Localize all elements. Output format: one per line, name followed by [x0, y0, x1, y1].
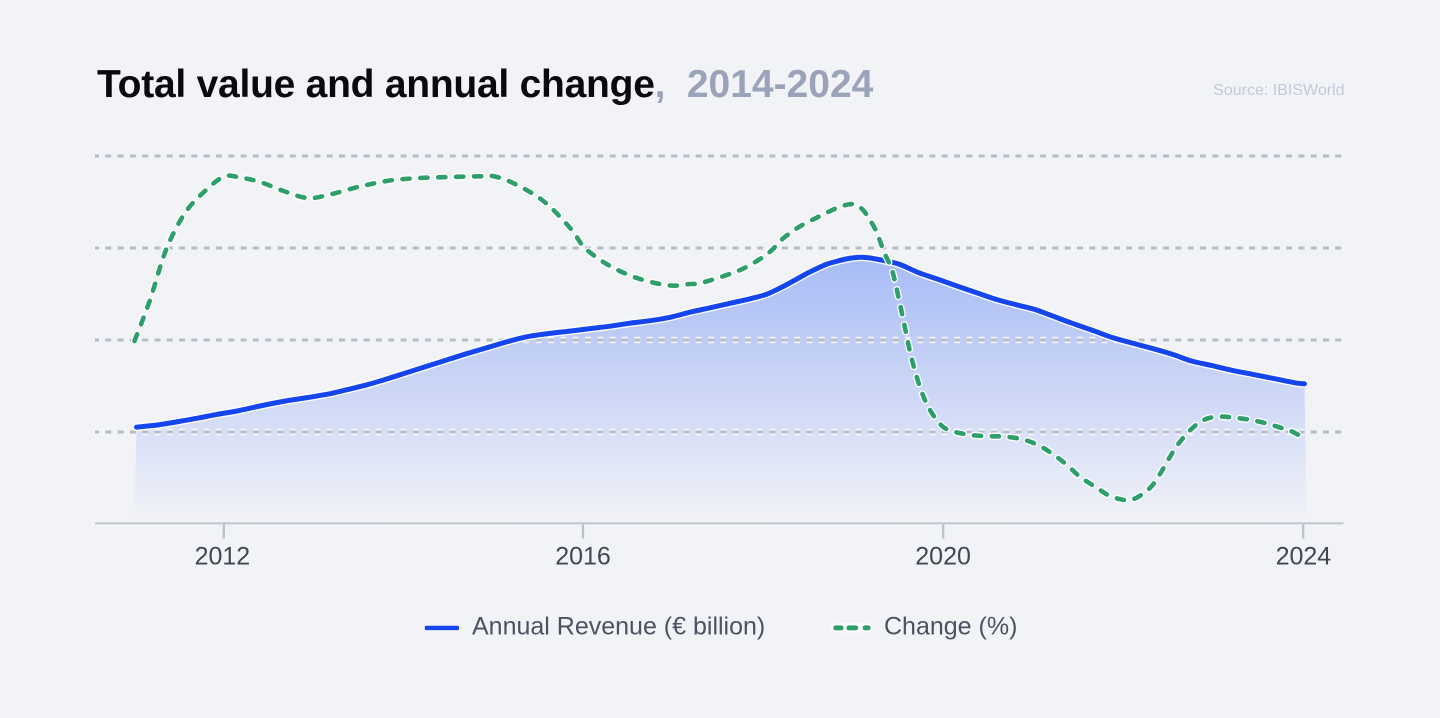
svg-text:2024: 2024	[1276, 543, 1332, 571]
svg-text:2020: 2020	[915, 543, 971, 571]
svg-text:2012: 2012	[195, 543, 251, 571]
svg-text:2016: 2016	[555, 543, 611, 571]
